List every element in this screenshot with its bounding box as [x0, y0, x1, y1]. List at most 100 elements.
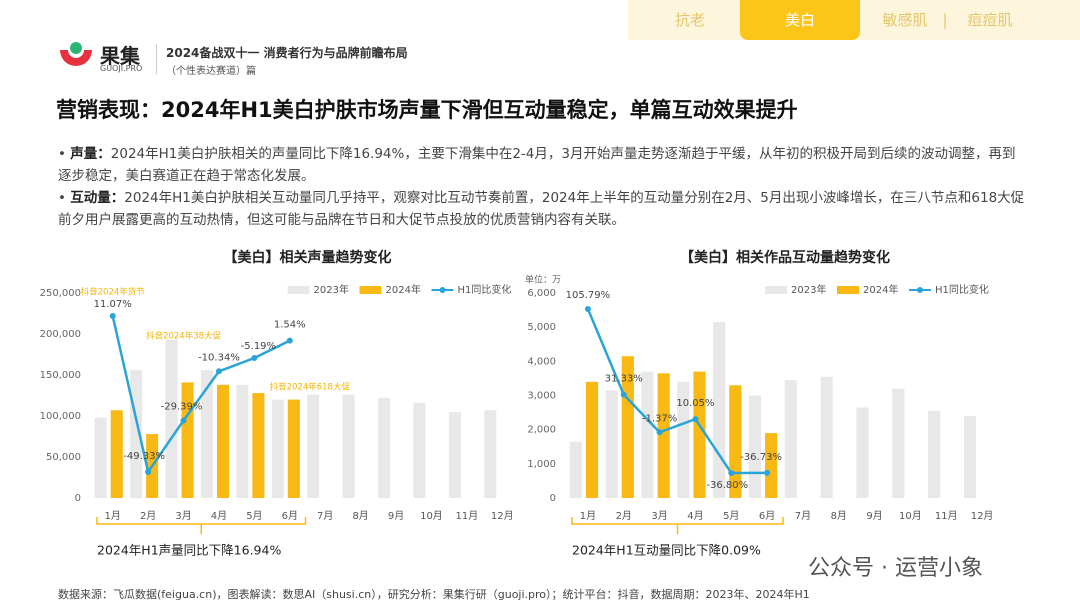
- line-point: [584, 306, 591, 312]
- bracket: [571, 517, 784, 534]
- y-tick-label: 250,000: [40, 288, 81, 299]
- x-tick-label: 2月: [616, 510, 632, 522]
- data-label: -5.19%: [241, 341, 276, 352]
- bracket: [96, 517, 307, 534]
- legend-label: 2023年: [314, 283, 349, 296]
- bullet: • 声量：2024年H1美白护肤相关的声量同比下降16.94%，主要下滑集中在2…: [58, 146, 1016, 184]
- bar: [252, 393, 265, 498]
- bar: [641, 371, 654, 498]
- tab-active[interactable]: 美白: [740, 0, 860, 40]
- bar: [413, 402, 426, 498]
- bullet: • 互动量：2024年H1美白护肤相关互动量同几乎持平，观察对比互动节奏前置，2…: [58, 190, 1025, 228]
- y-tick-label: 3,000: [527, 391, 556, 402]
- data-label: 11.07%: [94, 299, 132, 310]
- bar: [784, 380, 797, 498]
- y-tick-label: 0: [550, 493, 556, 504]
- bar: [342, 394, 355, 498]
- bar: [621, 356, 634, 498]
- line-point: [692, 416, 699, 423]
- x-tick-label: 2月: [140, 510, 156, 522]
- legend-swatch: [837, 286, 859, 294]
- data-label: -49.33%: [123, 451, 165, 462]
- bar: [657, 373, 670, 498]
- line-point: [180, 417, 187, 424]
- bar: [892, 388, 905, 498]
- y-tick-label: 200,000: [40, 329, 81, 340]
- legend-label: 2024年: [863, 283, 898, 296]
- line-point: [251, 354, 258, 361]
- tab[interactable]: 痘痘肌: [967, 11, 1013, 29]
- page-title: 营销表现：2024年H1美白护肤市场声量下滑但互动量稳定，单篇互动效果提升: [56, 98, 798, 122]
- x-tick-label: 4月: [687, 510, 703, 522]
- line-point: [145, 469, 152, 475]
- bar: [448, 411, 461, 498]
- bar: [677, 381, 690, 498]
- chart-title: 【美白】相关作品互动量趋势变化: [680, 249, 890, 266]
- bar: [110, 410, 123, 498]
- legend-swatch: [917, 287, 923, 293]
- chart-note: 2024年H1互动量同比下降0.09%: [572, 543, 761, 558]
- bar: [569, 441, 582, 498]
- bar: [200, 370, 213, 498]
- tab-separator: |: [942, 11, 948, 29]
- data-label: -36.73%: [740, 452, 782, 463]
- line: [586, 308, 768, 475]
- x-tick-label: 9月: [866, 510, 882, 522]
- x-tick-label: 12月: [491, 510, 514, 522]
- x-tick-label: 8月: [352, 510, 368, 522]
- tab[interactable]: 敏感肌: [882, 11, 928, 29]
- line-point: [109, 313, 116, 319]
- bar: [820, 376, 833, 498]
- bullet-label: 声量：: [70, 146, 111, 162]
- line-point: [620, 391, 627, 398]
- logo: [60, 42, 92, 66]
- legend-label: 2023年: [791, 283, 826, 296]
- x-tick-label: 10月: [420, 510, 443, 522]
- data-label: 31.33%: [605, 374, 643, 385]
- bar: [484, 410, 497, 498]
- line-point: [286, 337, 293, 344]
- x-tick-label: 7月: [317, 510, 333, 522]
- bar: [216, 384, 229, 498]
- data-label: 1.54%: [274, 320, 306, 331]
- bar: [585, 381, 599, 498]
- bar: [693, 371, 706, 498]
- x-tick-label: 6月: [759, 510, 775, 522]
- chart-title: 【美白】相关声量趋势变化: [224, 249, 392, 266]
- bar: [729, 385, 742, 498]
- x-tick-label: 6月: [282, 510, 298, 522]
- bar: [605, 390, 618, 498]
- watermark: 公众号 · 运营小象: [808, 556, 983, 581]
- bar: [378, 397, 391, 498]
- x-tick-label: 1月: [580, 510, 596, 522]
- data-label: -29.39%: [161, 401, 203, 412]
- data-label: 10.05%: [676, 398, 714, 409]
- data-label: -36.80%: [706, 480, 748, 491]
- legend-label: H1同比变化: [458, 283, 512, 296]
- bar: [713, 322, 726, 498]
- x-tick-label: 9月: [388, 510, 404, 522]
- bar: [307, 394, 320, 498]
- legend-swatch: [287, 286, 310, 294]
- x-tick-label: 10月: [899, 510, 922, 522]
- bar: [181, 382, 194, 498]
- y-tick-label: 1,000: [527, 459, 556, 470]
- annotation: 抖音2024年618大促: [270, 382, 351, 393]
- annotation: 抖音2024年货节: [81, 287, 146, 298]
- y-tick-label: 2,000: [527, 425, 556, 436]
- bar: [271, 399, 284, 498]
- tab[interactable]: 抗老: [674, 11, 705, 29]
- legend-swatch: [359, 286, 382, 294]
- bar: [765, 433, 778, 498]
- line-point: [764, 469, 771, 476]
- report-sub: （个性表达赛道）篇: [166, 66, 256, 77]
- x-tick-label: 7月: [795, 510, 811, 522]
- bar: [287, 399, 300, 498]
- unit: 单位：万: [525, 274, 561, 286]
- report-title: 2024备战双十一 消费者行为与品牌前瞻布局: [166, 46, 408, 60]
- data-label: 105.79%: [566, 290, 611, 301]
- bar: [963, 416, 977, 498]
- x-tick-label: 1月: [105, 510, 121, 522]
- x-tick-label: 4月: [211, 510, 227, 522]
